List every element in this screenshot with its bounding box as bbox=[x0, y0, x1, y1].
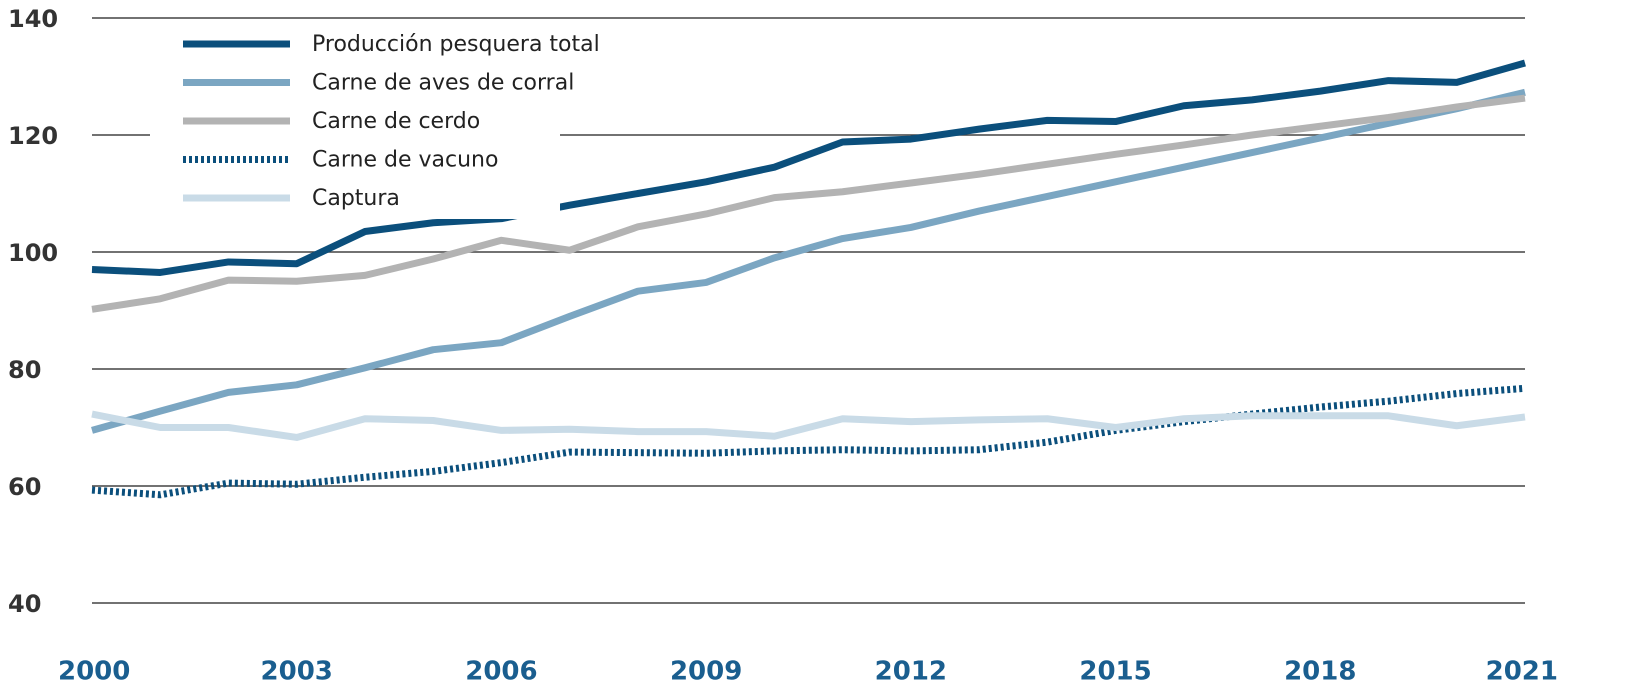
x-tick-label: 2009 bbox=[670, 657, 742, 687]
legend-label: Carne de cerdo bbox=[312, 109, 480, 134]
x-tick-label: 2015 bbox=[1079, 657, 1151, 687]
series-line bbox=[91, 384, 1526, 499]
y-tick-label: 120 bbox=[8, 122, 58, 150]
legend-label: Producción pesquera total bbox=[312, 32, 600, 57]
x-tick-label: 2018 bbox=[1284, 657, 1356, 687]
series-line bbox=[91, 410, 1526, 441]
x-tick-label: 2006 bbox=[465, 657, 537, 687]
series-line bbox=[91, 88, 1526, 434]
x-tick-label: 2012 bbox=[875, 657, 947, 687]
x-tick-label: 2021 bbox=[1486, 657, 1558, 687]
series-line bbox=[91, 59, 1526, 276]
x-tick-label: 2003 bbox=[261, 657, 333, 687]
y-tick-label: 60 bbox=[8, 473, 41, 501]
x-tick-label: 2000 bbox=[58, 657, 130, 687]
y-tick-label: 140 bbox=[8, 5, 58, 33]
legend-label: Captura bbox=[312, 186, 400, 211]
legend-label: Carne de vacuno bbox=[312, 148, 498, 173]
y-tick-label: 40 bbox=[8, 590, 41, 618]
y-tick-label: 100 bbox=[8, 239, 58, 267]
legend-label: Carne de aves de corral bbox=[312, 71, 574, 96]
y-tick-label: 80 bbox=[8, 356, 41, 384]
series-line bbox=[91, 94, 1526, 313]
